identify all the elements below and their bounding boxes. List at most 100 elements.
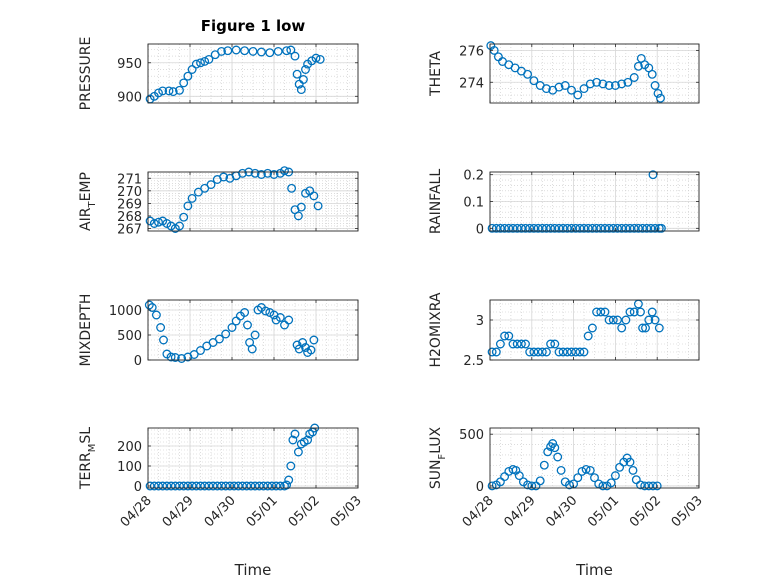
data-point bbox=[242, 481, 252, 491]
data-point bbox=[162, 481, 172, 491]
axes-box bbox=[147, 171, 359, 232]
y-tick-label: 1000 bbox=[109, 304, 142, 319]
data-point bbox=[187, 193, 197, 203]
data-point bbox=[298, 75, 308, 84]
axes-box bbox=[147, 299, 359, 361]
data-point bbox=[608, 223, 618, 233]
data-point bbox=[610, 81, 620, 90]
data-point bbox=[598, 79, 608, 89]
data-point bbox=[271, 481, 281, 491]
data-point bbox=[573, 473, 583, 483]
y-tick-label: 0 bbox=[134, 354, 142, 369]
data-point bbox=[275, 481, 285, 491]
data-point bbox=[613, 223, 622, 233]
data-point bbox=[256, 170, 266, 179]
data-point bbox=[233, 481, 243, 491]
data-point bbox=[604, 81, 614, 90]
y-tick-label: 100 bbox=[117, 460, 142, 475]
data-point bbox=[550, 443, 560, 453]
data-point bbox=[579, 84, 589, 94]
data-point bbox=[629, 223, 639, 233]
data-point bbox=[523, 69, 533, 79]
data-point bbox=[183, 481, 193, 491]
data-point bbox=[175, 221, 184, 231]
y-tick-label: 3 bbox=[476, 314, 484, 329]
data-point bbox=[296, 202, 306, 212]
data-point bbox=[288, 435, 298, 445]
axes-box bbox=[489, 299, 700, 361]
data-point bbox=[623, 77, 633, 87]
data-point bbox=[596, 307, 606, 317]
data-point bbox=[487, 347, 497, 357]
data-point bbox=[629, 307, 639, 317]
data-point bbox=[243, 320, 252, 330]
data-point bbox=[495, 223, 505, 233]
data-point bbox=[298, 338, 308, 347]
data-point bbox=[292, 69, 302, 79]
data-point bbox=[633, 61, 643, 71]
data-point bbox=[550, 223, 560, 233]
data-point bbox=[539, 460, 549, 470]
data-point bbox=[179, 78, 189, 88]
y-tick-label: 0.1 bbox=[463, 196, 484, 211]
subplot-1: 900 950 PRESSURE bbox=[78, 37, 359, 110]
data-point bbox=[625, 307, 635, 317]
data-point bbox=[553, 452, 563, 462]
data-point bbox=[240, 46, 250, 56]
data-point bbox=[154, 481, 163, 491]
y-tick-label: 2.5 bbox=[463, 354, 484, 369]
data-point bbox=[247, 344, 257, 354]
data-point bbox=[284, 475, 294, 485]
axes-box bbox=[489, 427, 700, 489]
data-point bbox=[229, 481, 239, 491]
y-tick-label: 267 bbox=[117, 222, 142, 237]
data-point bbox=[287, 183, 297, 193]
data-point bbox=[313, 201, 323, 211]
data-point bbox=[554, 347, 564, 357]
data-point bbox=[592, 223, 602, 233]
data-point bbox=[301, 65, 310, 74]
data-point bbox=[525, 223, 535, 233]
x-axis-label: Time bbox=[234, 561, 272, 579]
data-points bbox=[145, 166, 323, 233]
data-point bbox=[191, 481, 201, 491]
data-point bbox=[263, 481, 273, 491]
data-point bbox=[280, 166, 289, 176]
data-point bbox=[590, 473, 599, 483]
data-points bbox=[145, 423, 320, 491]
data-point bbox=[577, 466, 587, 476]
data-point bbox=[267, 481, 277, 491]
data-point bbox=[193, 187, 203, 197]
data-point bbox=[306, 345, 316, 355]
data-point bbox=[554, 223, 564, 233]
figure-title: Figure 1 low bbox=[201, 17, 306, 35]
data-point bbox=[592, 307, 602, 317]
data-point bbox=[221, 481, 231, 491]
data-point bbox=[200, 183, 210, 193]
data-point bbox=[217, 481, 226, 491]
data-point bbox=[653, 88, 663, 98]
data-point bbox=[550, 339, 560, 349]
data-point bbox=[640, 481, 650, 491]
y-tick-label: 0.2 bbox=[463, 169, 484, 184]
data-point bbox=[571, 223, 581, 233]
y-tick-label: 271 bbox=[117, 172, 142, 187]
data-point bbox=[149, 219, 159, 228]
data-point bbox=[625, 223, 635, 233]
y-axis-label: TERRMSL bbox=[78, 427, 98, 490]
data-point bbox=[254, 481, 264, 491]
data-point bbox=[154, 88, 163, 98]
y-axis-label: AIRTEMP bbox=[78, 172, 98, 231]
data-point bbox=[583, 223, 593, 233]
data-point bbox=[265, 48, 275, 58]
data-point bbox=[286, 461, 296, 471]
data-point bbox=[187, 65, 197, 74]
data-point bbox=[284, 315, 294, 325]
data-point bbox=[487, 481, 497, 491]
data-point bbox=[175, 85, 184, 95]
data-point bbox=[621, 315, 631, 325]
data-point bbox=[269, 170, 279, 179]
data-point bbox=[642, 223, 652, 233]
data-point bbox=[231, 45, 241, 55]
